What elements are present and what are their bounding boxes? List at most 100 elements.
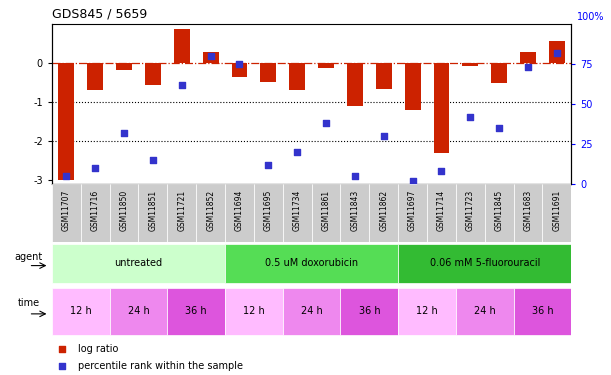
Bar (514, 184, 543, 242)
Bar (283, 288, 340, 335)
Point (401, 268, 411, 274)
Bar (225, 244, 398, 283)
Bar (116, 63, 132, 70)
Bar (491, 63, 507, 82)
Point (148, 157, 158, 163)
Point (466, 114, 475, 120)
Bar (283, 184, 312, 242)
Bar (289, 63, 305, 90)
Bar (52, 244, 225, 283)
Text: 12 h: 12 h (70, 306, 92, 316)
Text: agent: agent (15, 252, 43, 262)
Bar (139, 184, 167, 242)
Bar (109, 288, 167, 335)
Text: log ratio: log ratio (78, 344, 119, 354)
Point (408, 178, 417, 184)
Bar (520, 53, 536, 63)
Text: 36 h: 36 h (185, 306, 207, 316)
Bar (52, 184, 81, 242)
Bar (398, 244, 571, 283)
Text: GSM11845: GSM11845 (495, 190, 503, 231)
Point (235, 61, 244, 67)
Text: 0.06 mM 5-fluorouracil: 0.06 mM 5-fluorouracil (430, 258, 540, 268)
Bar (427, 184, 456, 242)
Bar (376, 63, 392, 88)
Text: GSM11850: GSM11850 (120, 190, 128, 231)
Point (263, 162, 273, 168)
Text: time: time (18, 298, 40, 308)
Text: GSM11707: GSM11707 (62, 190, 71, 231)
Text: GSM11683: GSM11683 (524, 190, 533, 231)
Point (401, 115, 411, 121)
Point (321, 120, 331, 126)
Point (119, 130, 129, 136)
Bar (260, 63, 276, 82)
Bar (167, 288, 225, 335)
Point (437, 168, 447, 174)
Bar (203, 53, 219, 63)
Bar (514, 288, 571, 335)
Bar (340, 184, 369, 242)
Text: GSM11691: GSM11691 (552, 190, 562, 231)
Bar (318, 63, 334, 68)
Text: GSM11716: GSM11716 (90, 190, 100, 231)
Text: GSM11694: GSM11694 (235, 190, 244, 231)
Text: GDS845 / 5659: GDS845 / 5659 (52, 8, 147, 21)
Bar (174, 29, 189, 63)
Bar (225, 184, 254, 242)
Bar (225, 288, 283, 335)
Text: 100%: 100% (577, 12, 604, 22)
Text: GSM11734: GSM11734 (293, 190, 302, 231)
Text: GSM11721: GSM11721 (177, 190, 186, 231)
Bar (347, 63, 363, 106)
Text: percentile rank within the sample: percentile rank within the sample (78, 361, 243, 370)
Text: GSM11723: GSM11723 (466, 190, 475, 231)
Text: 0.5 uM doxorubicin: 0.5 uM doxorubicin (265, 258, 358, 268)
Point (62, 173, 71, 179)
Point (523, 64, 533, 70)
Point (90, 165, 100, 171)
Text: 12 h: 12 h (243, 306, 265, 316)
Bar (81, 184, 109, 242)
Bar (456, 184, 485, 242)
Bar (87, 63, 103, 90)
Bar (398, 288, 456, 335)
Text: untreated: untreated (114, 258, 163, 268)
Text: GSM11852: GSM11852 (206, 190, 215, 231)
Point (350, 173, 360, 179)
Text: 24 h: 24 h (128, 306, 149, 316)
Text: GSM11862: GSM11862 (379, 190, 388, 231)
Bar (434, 63, 449, 153)
Text: GSM11714: GSM11714 (437, 190, 446, 231)
Bar (254, 184, 283, 242)
Text: 24 h: 24 h (474, 306, 496, 316)
Point (379, 133, 389, 139)
Text: 36 h: 36 h (359, 306, 380, 316)
Text: 12 h: 12 h (416, 306, 438, 316)
Text: 24 h: 24 h (301, 306, 323, 316)
Text: GSM11843: GSM11843 (350, 190, 359, 231)
Bar (456, 288, 514, 335)
Bar (369, 184, 398, 242)
Bar (232, 63, 247, 77)
Point (552, 50, 562, 56)
Bar (109, 184, 139, 242)
Point (206, 53, 216, 59)
Bar (312, 184, 340, 242)
Text: 36 h: 36 h (532, 306, 553, 316)
Bar (340, 288, 398, 335)
Bar (463, 63, 478, 66)
Bar (167, 184, 196, 242)
Point (292, 149, 302, 155)
Point (177, 82, 187, 88)
Bar (485, 184, 514, 242)
Bar (196, 184, 225, 242)
Bar (404, 63, 420, 110)
Text: GSM11697: GSM11697 (408, 190, 417, 231)
Bar (52, 288, 109, 335)
Text: GSM11861: GSM11861 (321, 190, 331, 231)
Point (494, 125, 504, 131)
Bar (59, 63, 75, 180)
Bar (145, 63, 161, 85)
Text: GSM11695: GSM11695 (264, 190, 273, 231)
